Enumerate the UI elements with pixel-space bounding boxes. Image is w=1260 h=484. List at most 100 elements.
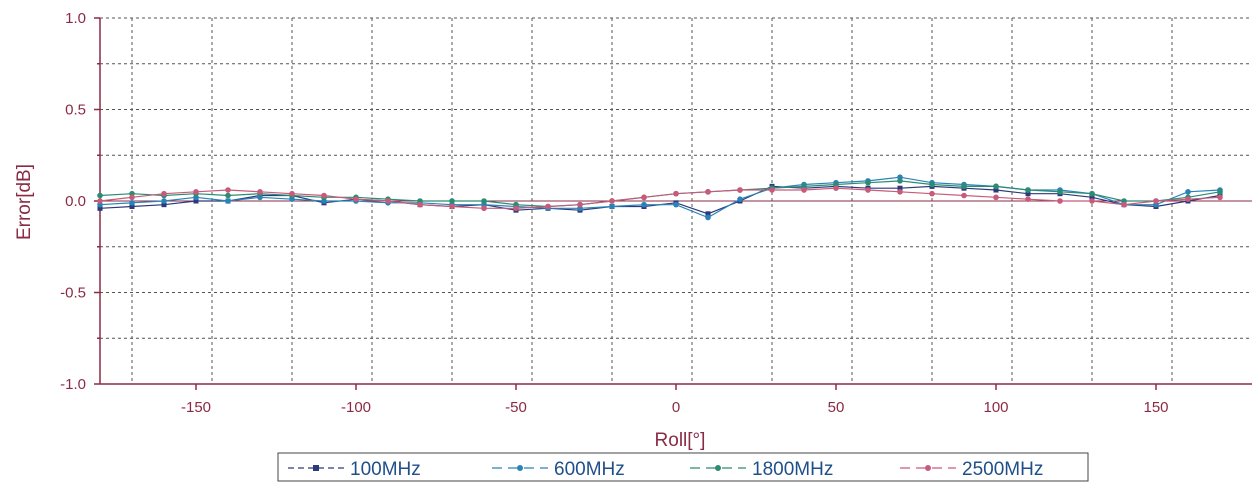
data-point [97,192,103,199]
series [97,174,1223,221]
series-line [99,187,1221,209]
data-point [385,198,391,204]
data-point [129,194,135,201]
data-point [225,198,231,204]
legend-item-100MHz: 100MHz [288,459,421,480]
y-tick-label: 0.0 [65,193,86,210]
data-point [577,201,583,208]
x-tick-label: -100 [341,399,371,416]
legend-item-1800MHz: 1800MHz [690,459,833,480]
legend: 100MHz 600MHz 1800MHz 2500MHz [277,452,1089,482]
series-2500MHz [97,185,1223,212]
x-tick-label: 150 [1143,399,1168,416]
data-point [1025,187,1031,193]
y-tick-label: -0.5 [60,285,86,302]
data-point [961,192,967,199]
data-point [129,203,135,209]
legend-label: 100MHz [350,459,421,480]
data-point [1057,198,1063,204]
legend-label: 600MHz [554,459,625,480]
data-point [705,211,711,217]
legend-box [277,452,1089,482]
x-tick-label: -50 [505,399,527,416]
data-point [769,187,775,193]
data-point [1217,194,1223,201]
data-point [993,187,999,193]
legend-label: 1800MHz [752,459,833,480]
y-tick-label: -1.0 [60,376,86,393]
data-point [513,205,519,212]
x-tick-label: -150 [181,399,211,416]
data-point [1025,191,1031,197]
data-point [1089,190,1095,197]
data-point [289,190,295,197]
data-point [449,203,455,210]
data-point [257,189,263,195]
data-point [1057,189,1063,195]
data-point [737,196,743,202]
data-point [193,198,199,204]
data-point [161,190,167,197]
axes [94,17,1252,390]
data-point [1185,189,1191,195]
y-tick-labels: 1.0 0.5 0.0 -0.5 -1.0 [60,10,86,393]
legend-marker [925,465,931,471]
legend-marker [715,465,721,471]
data-point [641,201,647,208]
data-point [225,192,231,199]
y-axis-title: Error[dB] [14,164,35,240]
x-tick-label: 100 [983,399,1008,416]
series-line [99,176,1221,219]
data-point [481,205,487,212]
data-point [801,187,807,193]
legend-marker [517,465,523,471]
data-point [417,201,423,208]
data-point [961,183,967,190]
data-point [993,183,999,190]
data-point [449,198,455,204]
data-point [929,181,935,188]
data-point [897,189,903,195]
data-point [225,187,231,193]
legend-label: 2500MHz [962,459,1043,480]
data-point [97,198,103,204]
data-point [993,194,999,201]
data-point [129,200,135,206]
data-point [865,179,871,186]
data-point [1121,201,1127,208]
data-point [641,194,647,201]
data-point [897,178,903,184]
data-point [97,205,103,211]
legend-item-600MHz: 600MHz [492,459,625,480]
legend-item-2500MHz: 2500MHz [900,459,1043,480]
x-axis-title: Roll[°] [655,430,706,451]
data-point [609,203,615,210]
data-point [1025,196,1031,202]
data-point [481,198,487,204]
data-point [1185,196,1191,202]
series-600MHz [97,174,1223,221]
data-point [1217,189,1223,195]
legend-marker [313,465,319,471]
y-tick-label: 1.0 [65,10,86,27]
data-point [705,214,711,221]
data-point [929,190,935,197]
data-point [609,198,615,204]
data-point [353,196,359,202]
data-point [737,187,743,193]
data-point [161,202,167,208]
data-point [545,203,551,210]
data-point [705,189,711,195]
data-point [321,192,327,199]
data-point [1089,198,1095,204]
data-point [161,198,167,204]
data-point [865,187,871,193]
data-point [193,189,199,195]
data-point [1153,198,1159,204]
x-tick-labels: -150 -100 -50 0 50 100 150 [181,399,1169,416]
x-tick-label: 0 [672,399,680,416]
y-tick-label: 0.5 [65,102,86,119]
x-tick-label: 50 [828,399,845,416]
data-point [833,185,839,191]
